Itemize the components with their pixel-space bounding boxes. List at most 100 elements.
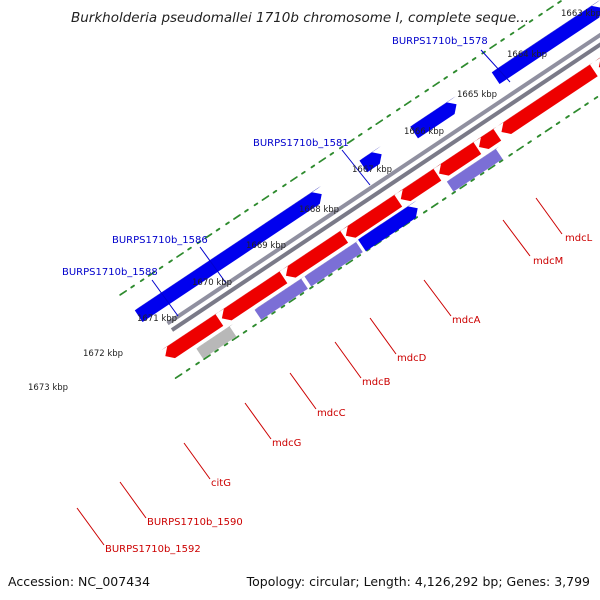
leader-line bbox=[334, 341, 362, 379]
reverse-gene-label[interactable]: mdcC bbox=[317, 408, 346, 419]
gene-bevel bbox=[491, 0, 600, 73]
gene-bevel bbox=[359, 145, 381, 161]
gene-bevel bbox=[446, 146, 500, 182]
tick-dot bbox=[288, 297, 297, 304]
gene-arrow[interactable] bbox=[217, 269, 288, 321]
gene-arrow[interactable] bbox=[396, 166, 442, 202]
leader-line bbox=[151, 279, 179, 317]
gene-arrow[interactable] bbox=[435, 139, 482, 176]
ruler-label: 1672 kbp bbox=[83, 349, 123, 359]
leader-line bbox=[119, 481, 147, 519]
gene-arrow[interactable] bbox=[161, 311, 224, 359]
forward-gene-label[interactable]: BURPS1710b_1588 bbox=[62, 267, 158, 278]
genome-summary-text: Topology: circular; Length: 4,126,292 bp… bbox=[246, 574, 590, 589]
gene-bevel bbox=[435, 139, 477, 168]
reverse-gene-label[interactable]: mdcA bbox=[452, 315, 481, 326]
gene-arrow[interactable] bbox=[196, 324, 237, 359]
ruler-label: 1663 kbp bbox=[561, 9, 600, 19]
reverse-gene-label[interactable]: mdcM bbox=[533, 256, 563, 267]
gene-body bbox=[501, 64, 598, 134]
gene-body bbox=[196, 326, 237, 359]
tick-dot bbox=[168, 259, 173, 264]
tick-dot bbox=[309, 285, 314, 290]
tick-dot bbox=[367, 126, 373, 131]
tick-dot bbox=[527, 140, 532, 144]
gene-body bbox=[304, 242, 363, 287]
tick-dot bbox=[261, 195, 270, 201]
leader-line bbox=[244, 402, 272, 440]
gene-bevel bbox=[282, 228, 344, 270]
gene-bevel bbox=[161, 311, 219, 351]
tick-dot bbox=[471, 57, 477, 61]
gene-arrow[interactable] bbox=[134, 185, 322, 323]
gene-body bbox=[439, 142, 482, 176]
tick-dot bbox=[508, 152, 513, 157]
reverse-gene-label[interactable]: mdcL bbox=[565, 233, 593, 244]
ruler-label: 1673 kbp bbox=[28, 383, 68, 393]
ruler-label: 1664 kbp bbox=[507, 50, 547, 60]
gene-arrow[interactable] bbox=[304, 239, 363, 287]
gene-body bbox=[400, 168, 442, 202]
gene-arrow[interactable] bbox=[358, 200, 418, 252]
reverse-gene-label[interactable]: mdcG bbox=[272, 438, 301, 449]
gene-arrow[interactable] bbox=[446, 146, 503, 192]
tick-dot bbox=[282, 183, 287, 188]
forward-gene-label[interactable]: BURPS1710b_1586 bbox=[112, 235, 208, 246]
tick-dot bbox=[555, 121, 561, 126]
tick-dot bbox=[517, 24, 526, 31]
tick-dot bbox=[546, 5, 554, 12]
gene-features bbox=[134, 0, 600, 359]
gene-body bbox=[446, 148, 503, 192]
backbone bbox=[166, 32, 600, 332]
forward-gene-label[interactable]: BURPS1710b_1581 bbox=[253, 138, 349, 149]
tick-dot bbox=[158, 265, 164, 270]
gene-body bbox=[165, 314, 224, 359]
reverse-gene-label[interactable]: mdcD bbox=[397, 353, 427, 364]
gene-bevel bbox=[341, 192, 398, 230]
leader-line bbox=[76, 507, 105, 546]
gene-arrow[interactable] bbox=[491, 0, 600, 85]
gene-arrow[interactable] bbox=[410, 96, 457, 139]
gene-bevel bbox=[497, 62, 594, 127]
gene-arrow[interactable] bbox=[475, 126, 502, 149]
gene-body bbox=[345, 194, 403, 238]
gene-arrow[interactable] bbox=[254, 276, 308, 320]
outer-tick-row bbox=[119, 0, 562, 296]
tick-dot bbox=[174, 373, 183, 379]
leader-line bbox=[199, 246, 227, 284]
tick-dot bbox=[452, 69, 458, 74]
reverse-gene-label[interactable]: mdcB bbox=[362, 377, 391, 388]
gene-arrow[interactable] bbox=[341, 192, 403, 238]
ruler-label: 1669 kbp bbox=[246, 241, 286, 251]
leader-line bbox=[423, 279, 452, 317]
tick-dot bbox=[290, 176, 298, 182]
tick-dot bbox=[280, 304, 286, 309]
gene-arrow[interactable] bbox=[282, 228, 349, 278]
tick-dot bbox=[414, 95, 420, 99]
ruler-label: 1665 kbp bbox=[457, 90, 497, 100]
gene-arrow[interactable] bbox=[359, 145, 382, 173]
tick-dot bbox=[339, 145, 344, 150]
gene-body bbox=[254, 278, 308, 320]
gene-bevel bbox=[410, 96, 456, 127]
gene-arrow[interactable] bbox=[497, 62, 598, 134]
gene-bevel bbox=[304, 239, 360, 277]
gene-body bbox=[285, 231, 349, 278]
reverse-gene-label[interactable]: citG bbox=[211, 478, 231, 489]
reverse-gene-label[interactable]: BURPS1710b_1592 bbox=[105, 544, 201, 555]
tick-dot bbox=[557, 0, 562, 4]
tick-dot bbox=[225, 221, 230, 226]
backbone-line bbox=[170, 42, 600, 332]
reverse-gene-label[interactable]: BURPS1710b_1590 bbox=[147, 517, 243, 528]
tick-dot bbox=[139, 278, 145, 283]
tick-dot bbox=[441, 197, 447, 201]
tick-dot bbox=[356, 254, 362, 258]
tick-dot bbox=[358, 132, 363, 137]
tick-dot bbox=[460, 62, 469, 69]
tick-dot bbox=[345, 259, 354, 266]
tick-dot bbox=[310, 164, 316, 169]
tick-dot bbox=[328, 273, 333, 277]
ruler-label: 1666 kbp bbox=[404, 127, 444, 137]
forward-gene-label[interactable]: BURPS1710b_1578 bbox=[392, 36, 488, 47]
